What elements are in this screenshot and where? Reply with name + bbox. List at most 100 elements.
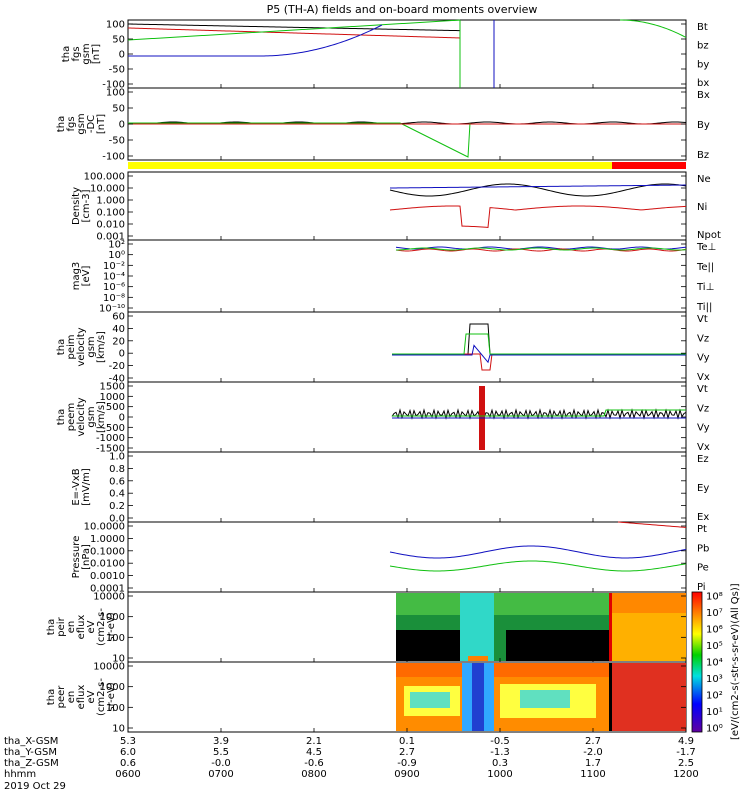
- legend-entry: Pe: [697, 563, 709, 574]
- x-tick-label: 2.1: [306, 736, 322, 747]
- legend-entry: Ti||: [696, 302, 712, 313]
- y-tick-label: 0.100: [96, 208, 125, 219]
- y-axis-labels: tha fgs gsm [nT]tha fgs gsm -DC [nT]Density [cm-…: [46, 43, 117, 716]
- legend-entry: Pb: [697, 543, 709, 554]
- trace-peem-vt: [391, 408, 687, 420]
- date-label: 2019 Oct 29: [4, 781, 66, 792]
- legend-entry: Ni: [697, 202, 707, 213]
- panel-peem-vel: [127, 381, 687, 453]
- legend-entry: Vt: [697, 314, 708, 325]
- y-tick-label: -500: [102, 423, 125, 434]
- colorbar-tick: 10⁷: [706, 608, 723, 619]
- trace-ni: [389, 183, 687, 197]
- legend-entry: By: [697, 120, 710, 131]
- trace-bt: [127, 23, 461, 32]
- y-axis-label-line: tha: [56, 409, 67, 425]
- legend-entry: Pi: [697, 582, 706, 593]
- y-axis-label-line: (cm2-s-: [96, 608, 107, 646]
- y-tick-label: 10⁻⁸: [103, 293, 125, 304]
- y-tick-label: 0.2: [109, 501, 125, 512]
- panel-density: [127, 171, 687, 241]
- legend-entry: Bx: [697, 90, 710, 101]
- trace-te-perp: [395, 248, 687, 252]
- y-axis-label-line: tha: [46, 619, 57, 635]
- colorbar-tick: 10⁵: [706, 641, 723, 652]
- colorbar-tick: 10⁶: [706, 625, 723, 636]
- y-axis-label-line: [nT]: [96, 114, 107, 134]
- y-tick-label: 10000: [93, 592, 125, 603]
- y-tick-label: -50: [109, 65, 125, 76]
- axis-row-label: tha_Z-GSM: [4, 758, 59, 769]
- colorbar-tick: 10³: [706, 674, 723, 685]
- y-tick-label: 10⁻⁶: [103, 282, 125, 293]
- trace-ti-par: [395, 247, 687, 251]
- y-tick-label: 1000: [100, 612, 125, 623]
- trace-ti-perp: [395, 246, 687, 250]
- y-tick-label: 100: [106, 703, 125, 714]
- y-axis-label-line: peim: [66, 334, 77, 359]
- y-axis-label-line: velocity: [76, 397, 87, 436]
- x-tick-label: -1.7: [676, 747, 696, 758]
- legend-entry: Ex: [697, 512, 709, 523]
- y-axis-label-line: E=-VxB: [71, 468, 82, 505]
- y-tick-label: -1000: [96, 433, 125, 444]
- legend-entry: Vy: [697, 423, 710, 434]
- y-axis-label-line: peem: [66, 403, 77, 431]
- legend-entry: Vy: [697, 353, 710, 364]
- trace-by: [127, 19, 461, 41]
- y-tick-label: 1.0000: [90, 534, 125, 545]
- y-tick-label: -1500: [96, 444, 125, 455]
- trace-peem-vy: [392, 409, 686, 417]
- y-axis-label-line: [nPa]: [81, 544, 92, 570]
- legend-entry: Npot: [697, 230, 721, 241]
- y-axis-label-line: fgs: [71, 46, 82, 61]
- x-tick-label: 1.7: [585, 758, 601, 769]
- x-tick-label: -2.0: [583, 747, 603, 758]
- panel-pressure: [127, 521, 687, 593]
- y-tick-label: 60: [112, 312, 125, 323]
- x-tick-labels: tha_X-GSM 5.3 3.9 2.1 0.1 -0.5 2.7 4.9 tha_Y-GSM…: [4, 84, 699, 792]
- y-axis-label-line: mag3: [71, 262, 82, 291]
- y-tick-label: 1500: [100, 382, 125, 393]
- x-tick-label: -0.5: [490, 736, 510, 747]
- legends: BtbzbybxBxByBzNeNiNpotTe⊥Te||Ti⊥Ti||VtVz…: [696, 22, 721, 593]
- y-tick-label: 1000: [100, 682, 125, 693]
- y-axis-label-line: velocity: [76, 327, 87, 366]
- y-tick-label: 0.0100: [90, 559, 125, 570]
- legend-entry: Bz: [697, 150, 709, 161]
- legend-entry: Vx: [697, 372, 710, 383]
- trace-pi: [389, 545, 687, 559]
- y-axis-label-line: tha: [56, 339, 67, 355]
- y-tick-label: -50: [109, 136, 125, 147]
- y-axis-label-line: eV: [86, 620, 97, 633]
- y-tick-label: 10⁻¹⁰: [99, 304, 125, 315]
- trace-by-right: [619, 19, 687, 38]
- panel-peim-vel: [127, 311, 687, 383]
- x-tick-label: 0.1: [399, 736, 415, 747]
- y-axis-label-line: gsm: [76, 113, 87, 134]
- y-tick-label: 10⁻²: [103, 261, 125, 272]
- y-axis-label-line: [km/s]: [96, 331, 107, 363]
- colorbar-label: [eV/(cm2-s(-str-s-sr-eV)(All Qs)]: [730, 583, 741, 740]
- trace-peim-vz: [392, 353, 686, 371]
- x-tick-label: 4.5: [306, 747, 322, 758]
- y-tick-label: 0: [119, 50, 125, 61]
- axis-row-label: tha_Y-GSM: [4, 747, 57, 758]
- colorbar-tick: 10⁰: [706, 724, 723, 735]
- y-tick-label: 0.010: [96, 220, 125, 231]
- panel-efield: [127, 451, 687, 523]
- y-tick-label: 1000: [100, 392, 125, 403]
- y-tick-label: 10.0000: [84, 522, 125, 533]
- legend-entry: Vz: [697, 403, 709, 414]
- colorbar-tick: 10⁴: [706, 658, 723, 669]
- trace-peim-vx: [392, 344, 686, 364]
- colorbar-tick: 10²: [706, 691, 723, 702]
- x-tick-label: -0.9: [397, 758, 417, 769]
- y-tick-label: 0: [119, 349, 125, 360]
- y-tick-label: 0.1000: [90, 546, 125, 557]
- y-tick-label: 10⁰: [108, 250, 125, 261]
- y-axis-label-line: eV: [86, 690, 97, 703]
- x-tick-label: 5.3: [120, 736, 136, 747]
- y-tick-label: -20: [109, 361, 125, 372]
- legend-entry: Vz: [697, 333, 709, 344]
